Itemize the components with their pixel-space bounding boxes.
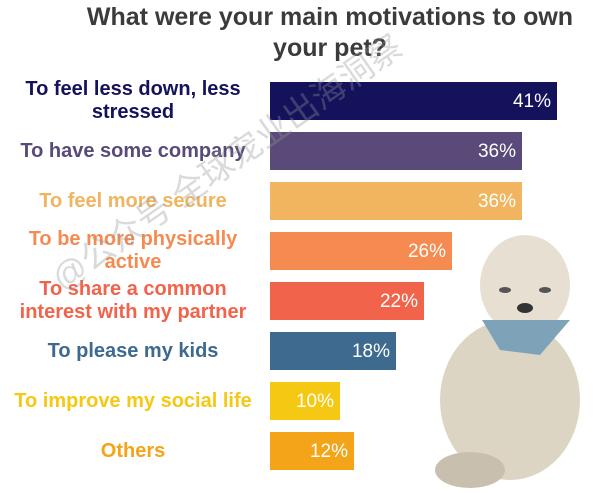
bar: [270, 82, 557, 120]
value-label: 36%: [478, 191, 516, 212]
category-label: To have some company: [20, 139, 246, 162]
bar: [270, 232, 452, 270]
category-label: To be more physically active: [28, 228, 238, 273]
category-label: Others: [100, 439, 166, 462]
category-label: To share a common interest with my partn…: [19, 278, 247, 323]
bar: [270, 332, 396, 370]
category-label: To feel less down, less stressed: [25, 78, 241, 123]
category-label: To feel more secure: [39, 189, 227, 212]
value-label: 41%: [513, 91, 551, 112]
value-label: 10%: [296, 391, 334, 412]
value-label: 22%: [380, 291, 418, 312]
chart-title: What were your main motivations to own y…: [86, 3, 574, 62]
value-label: 18%: [352, 341, 390, 362]
bar: [270, 432, 354, 470]
bar: [270, 382, 340, 420]
value-label: 26%: [408, 241, 446, 262]
category-label: To please my kids: [47, 339, 219, 362]
bar: [270, 282, 424, 320]
dog-illustration: [435, 235, 580, 488]
bar: [270, 182, 522, 220]
value-label: 12%: [310, 441, 348, 462]
value-label: 36%: [478, 141, 516, 162]
category-label: To improve my social life: [14, 389, 252, 412]
bar: [270, 132, 522, 170]
